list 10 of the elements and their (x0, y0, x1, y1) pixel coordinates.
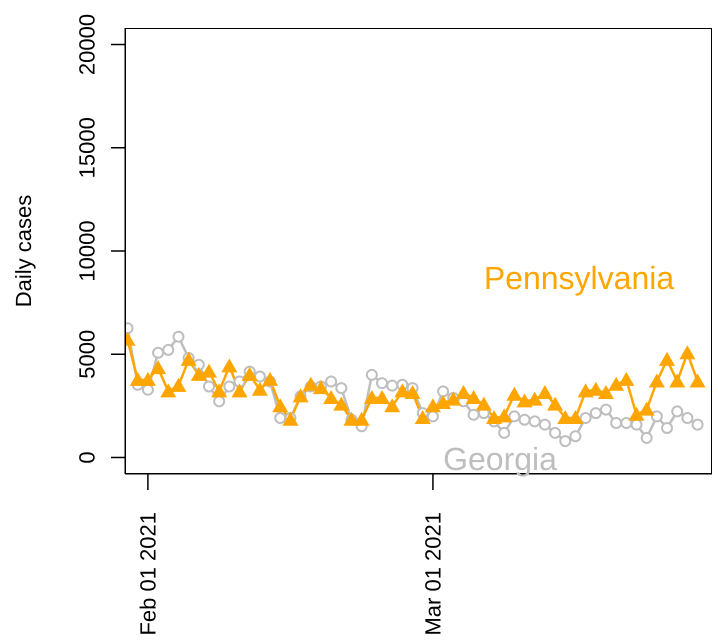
x-tick-label: Feb 01 2021 (135, 512, 160, 636)
x-tick-label: Mar 01 2021 (420, 512, 446, 636)
y-tick-label: 5000 (74, 330, 100, 379)
y-axis-title: Daily cases (10, 194, 36, 308)
series-label: Georgia (443, 441, 557, 478)
y-tick-label: 15000 (74, 117, 100, 178)
y-tick-label: 20000 (74, 14, 100, 76)
y-tick-label: 0 (74, 451, 100, 464)
y-tick-label: 10000 (74, 220, 100, 282)
series-label: Pennsylvania (484, 260, 674, 296)
